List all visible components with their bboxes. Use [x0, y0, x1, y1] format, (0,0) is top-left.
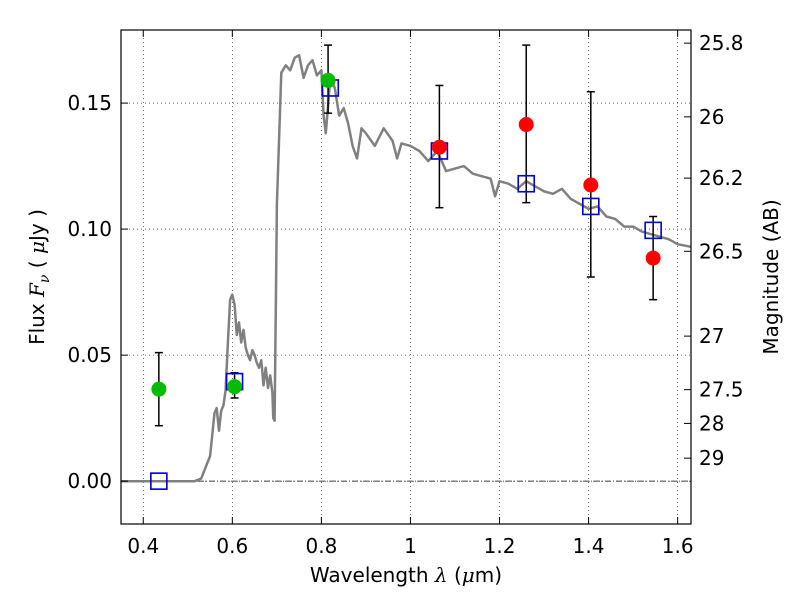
y2-tick-label: 28: [699, 411, 724, 435]
y2-tick-label: 27.5: [699, 378, 744, 402]
y-tick-label: 0.10: [67, 217, 112, 241]
observed-point: [431, 139, 447, 155]
y2-tick-label: 29: [699, 446, 724, 470]
axes-frame: [120, 29, 692, 525]
plot-area: [121, 44, 692, 490]
x-tick-label: 0.4: [127, 534, 159, 558]
x-axis-unit-open: (: [448, 563, 462, 587]
x-tick-label: 1: [404, 534, 417, 558]
observed-point: [227, 379, 243, 395]
grid: [121, 30, 691, 524]
y-tick-labels: 0.00 0.05 0.10 0.15: [67, 91, 112, 493]
y-axis-unit-mu: μ: [25, 241, 49, 254]
x-axis-title: Wavelength λ (μm): [310, 563, 502, 587]
y-axis-title: Flux Fν ( μJy ): [25, 209, 53, 345]
y-tick-label: 0.15: [67, 91, 112, 115]
y-tick-label: 0.00: [67, 469, 112, 493]
x-tick-label: 0.6: [216, 534, 248, 558]
model-spectrum-line: [121, 53, 692, 483]
model-photometry-square: [582, 197, 600, 216]
model-photometry-square: [150, 472, 168, 490]
y-axis-symbol: F: [25, 282, 49, 298]
ticks: [121, 30, 691, 524]
y2-tick-labels: 25.8 26 26.2 26.5 27 27.5 28 29: [699, 31, 744, 470]
y-tick-label: 0.05: [67, 343, 112, 367]
y2-tick-label: 26: [699, 105, 724, 129]
x-tick-label: 0.8: [305, 534, 337, 558]
x-tick-labels: 0.4 0.6 0.8 1 1.2 1.4 1.6: [127, 534, 693, 558]
x-axis-unit-rest: m): [475, 563, 502, 587]
y2-tick-label: 25.8: [699, 31, 744, 55]
observed-point: [151, 381, 167, 397]
observed-point: [518, 117, 534, 133]
x-tick-label: 1.6: [662, 534, 694, 558]
y-axis-unit-open: (: [25, 254, 49, 275]
y2-tick-label: 27: [699, 324, 724, 348]
x-axis-symbol: λ: [434, 563, 448, 587]
y-axis-title-prefix: Flux: [25, 297, 49, 345]
x-axis-title-prefix: Wavelength: [310, 563, 435, 587]
model-photometry-square: [517, 174, 536, 193]
observed-point: [320, 72, 336, 88]
x-tick-label: 1.4: [573, 534, 605, 558]
y-axis-symbol-subscript: ν: [37, 274, 53, 283]
x-tick-label: 1.2: [484, 534, 516, 558]
observed-point: [583, 177, 599, 193]
y2-axis-title: Magnitude (AB): [759, 199, 783, 354]
model-photometry-square: [644, 221, 662, 240]
y2-tick-label: 26.2: [699, 166, 744, 190]
y2-tick-label: 26.5: [699, 239, 744, 263]
y-axis-unit-rest: Jy ): [25, 209, 49, 243]
x-axis-unit-mu: μ: [462, 563, 475, 587]
observed-point: [645, 250, 661, 266]
